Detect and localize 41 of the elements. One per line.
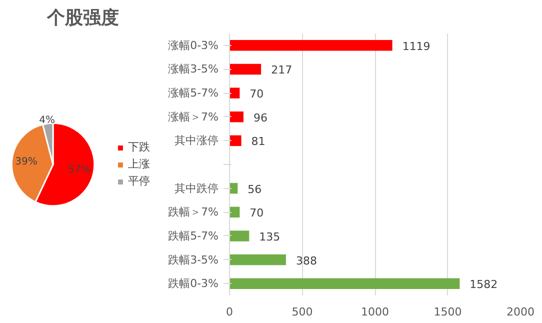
data-label: 57% [68,164,90,176]
bar [230,64,262,75]
data-label: 388 [296,254,317,268]
x-tick-label: 2000 [506,306,535,318]
legend-label: 下跌 [128,140,150,154]
data-label: 39% [15,156,38,168]
bar [230,278,460,289]
data-label: 1582 [470,278,498,292]
y-tick-label: 跌幅＞7% [168,206,218,219]
data-label: 56 [248,182,262,196]
bar [230,40,392,51]
data-label: 70 [250,206,264,220]
x-tick-label: 0 [226,306,233,318]
data-label: 135 [259,230,280,244]
y-tick-label: 跌幅3-5% [168,253,219,266]
y-tick-label: 涨幅5-7% [168,86,219,100]
data-label: 70 [250,88,264,101]
bar [230,254,286,266]
y-tick-label: 其中跌停 [174,182,218,195]
legend-label: 平停 [128,174,150,188]
data-label: 96 [253,111,268,124]
bar [230,230,250,242]
y-tick-label: 其中涨停 [174,134,218,148]
data-label: 1119 [402,40,430,53]
y-tick-label: 涨幅3-5% [168,62,219,76]
bar [230,112,244,122]
x-tick-label: 1500 [434,306,462,318]
y-tick-label: 跌幅5-7% [168,229,219,242]
data-label: 81 [251,135,266,148]
bar [230,135,242,146]
y-tick-label: 涨幅＞7% [168,110,218,124]
bar [230,88,240,98]
x-tick-label: 500 [292,306,313,318]
data-label: 217 [271,64,292,77]
chart-title: 个股强度 [46,8,119,28]
y-tick-label: 涨幅0-3% [168,38,219,52]
y-tick-label: 跌幅0-3% [168,277,219,290]
bar [230,206,240,218]
legend-label: 上涨 [128,156,150,172]
x-tick-label: 1000 [361,306,390,318]
data-label: 4% [39,115,56,126]
